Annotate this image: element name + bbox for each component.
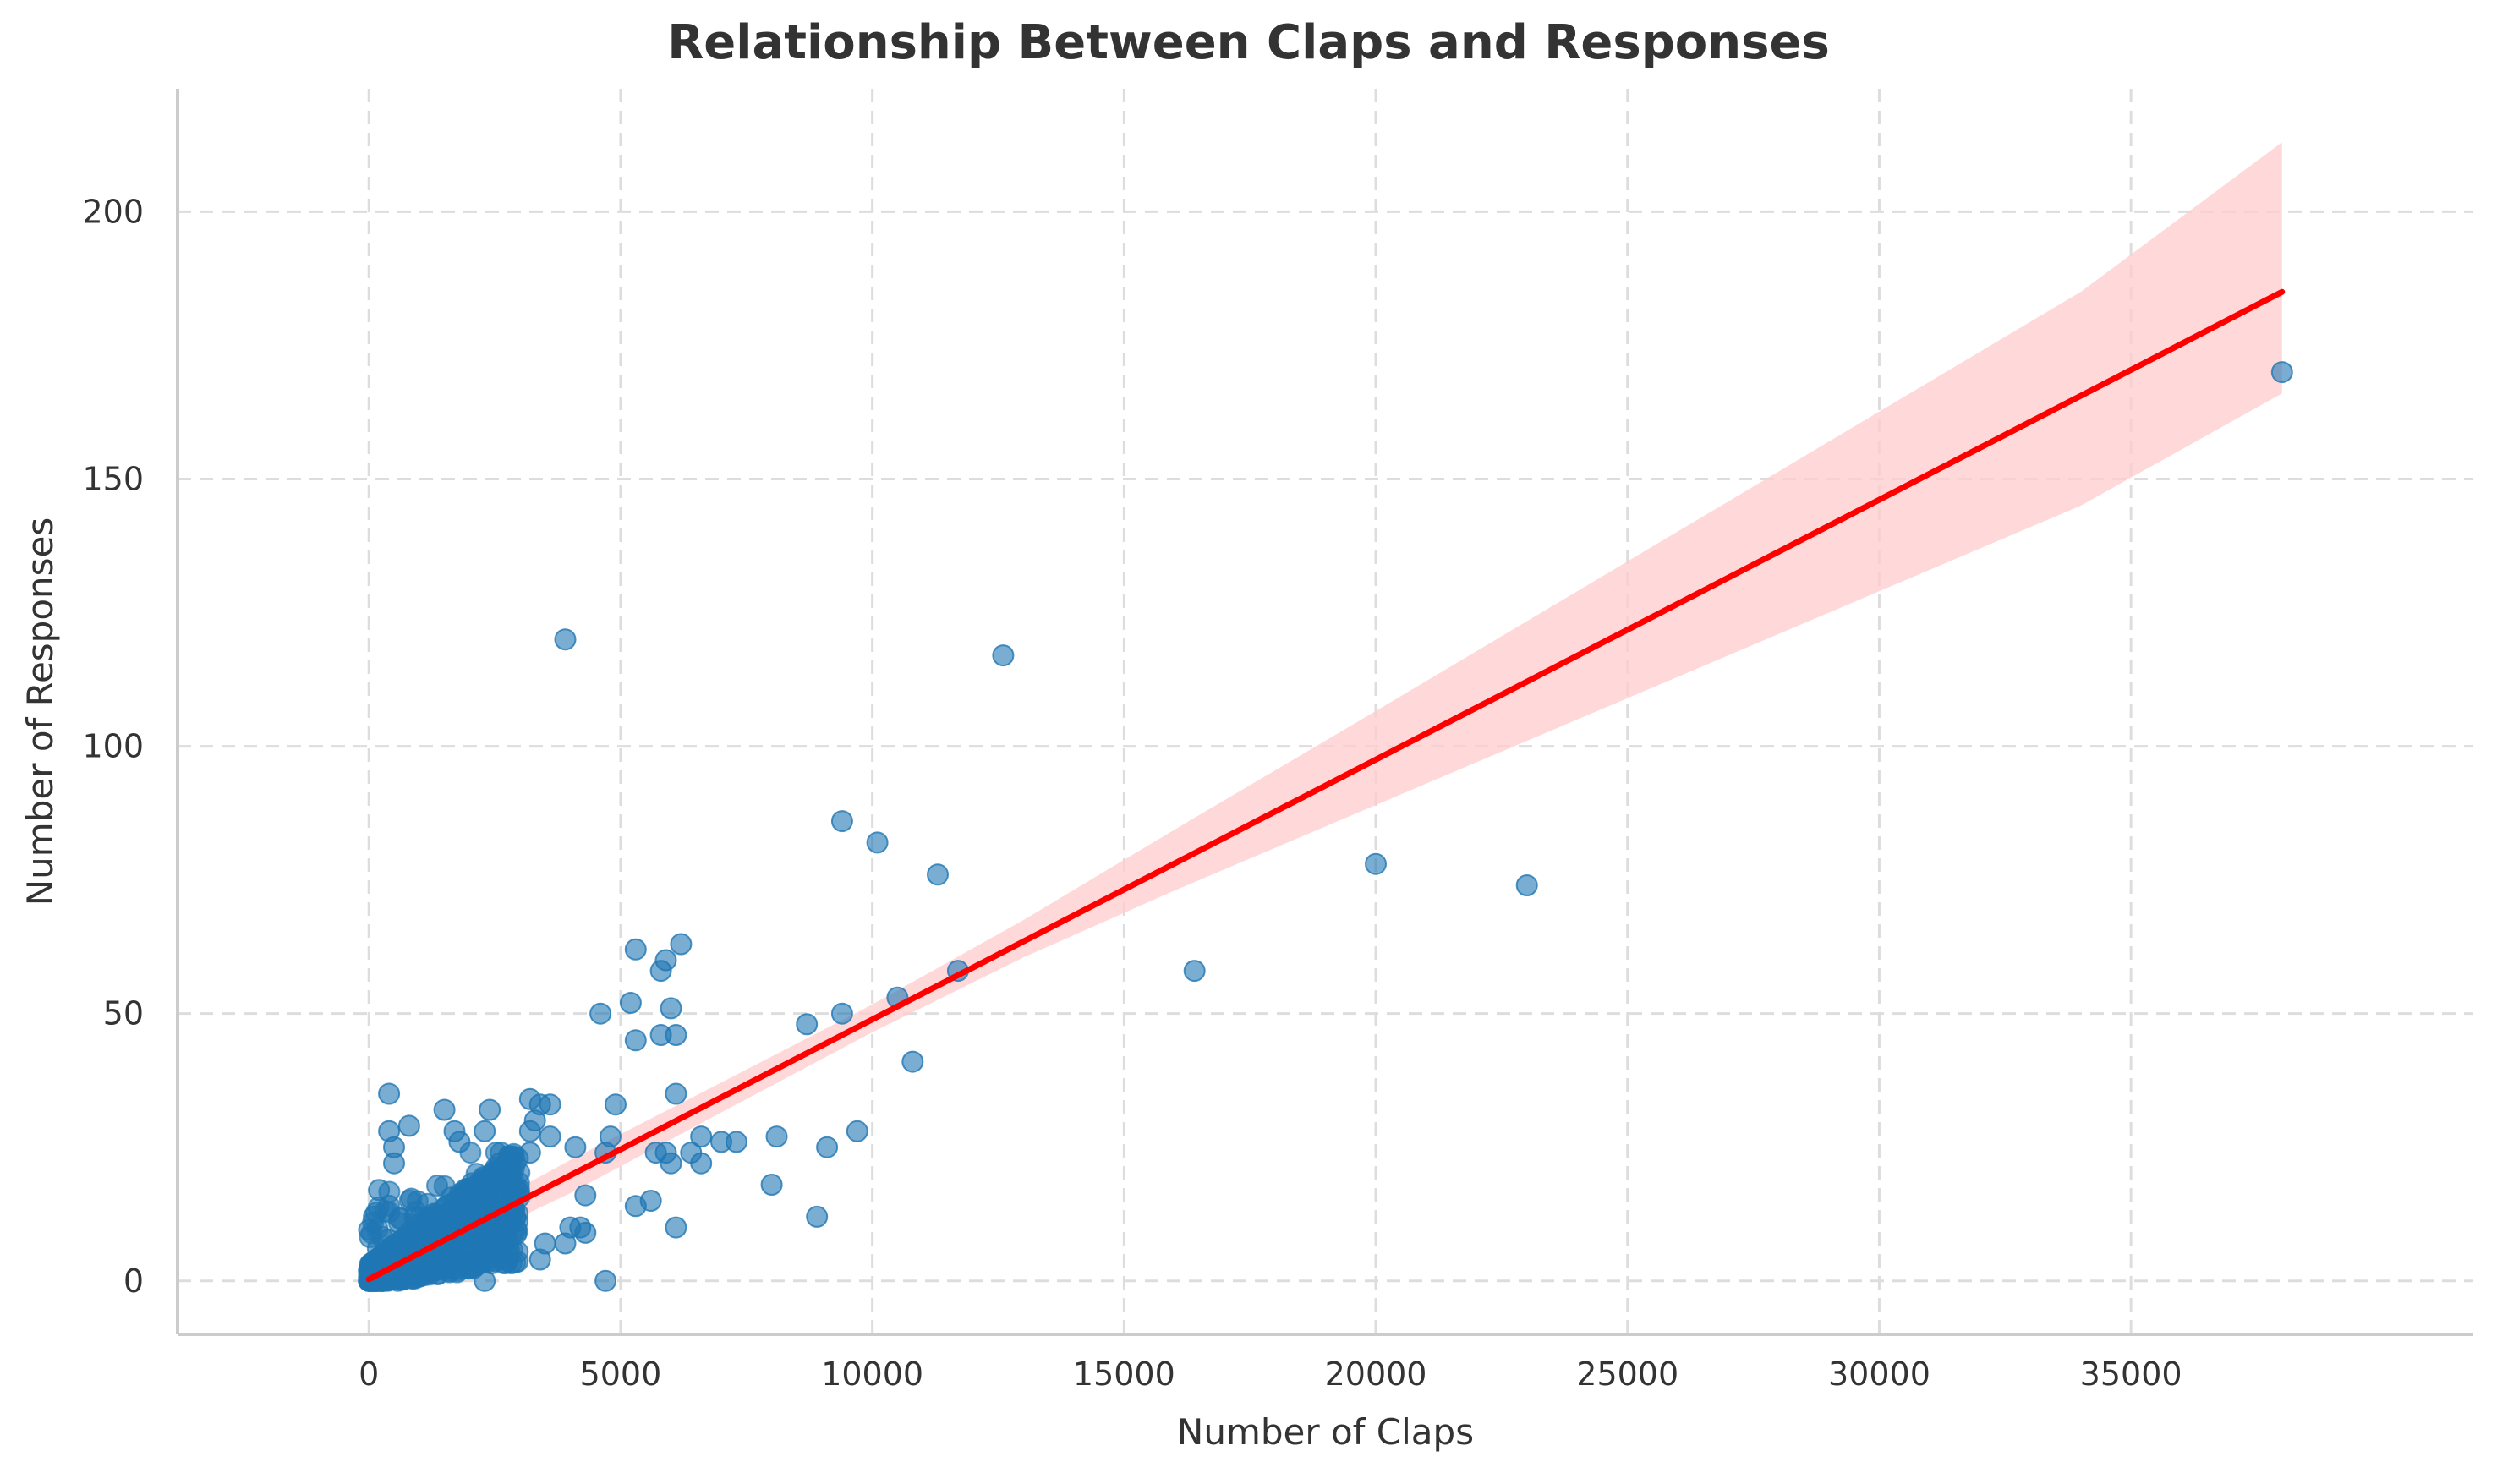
data-point (760, 1174, 783, 1196)
data-point (660, 1152, 682, 1175)
x-tick-label: 15000 (1073, 1355, 1175, 1393)
data-point (368, 1179, 391, 1202)
data-point (383, 1152, 405, 1175)
regression-line-layer (365, 288, 2286, 1283)
data-point (458, 1177, 481, 1200)
data-point (452, 1256, 475, 1279)
data-point (491, 1244, 514, 1267)
chart-title: Relationship Between Claps and Responses (667, 15, 1830, 70)
data-point (574, 1184, 597, 1207)
data-point (594, 1269, 617, 1292)
tick-labels: 0 5000 10000 15000 20000 25000 30000 35000 0 50 10… (82, 193, 2182, 1393)
y-tick-label: 200 (82, 193, 144, 230)
x-tick-label: 30000 (1828, 1355, 1930, 1393)
data-point (490, 1216, 512, 1238)
data-point (539, 1093, 561, 1116)
data-point (1365, 852, 1387, 875)
data-point (489, 1152, 512, 1175)
data-point (665, 1082, 687, 1105)
data-point (927, 863, 949, 886)
data-point (479, 1098, 501, 1121)
data-point (1515, 874, 1538, 896)
data-point (397, 1114, 420, 1137)
data-point (363, 1205, 386, 1228)
data-point (554, 628, 577, 651)
data-point (518, 1142, 541, 1164)
x-tick-label: 10000 (821, 1355, 923, 1393)
data-point (816, 1136, 839, 1158)
data-point (624, 1029, 647, 1052)
data-point (564, 1136, 587, 1158)
data-point (830, 1002, 853, 1025)
data-point (528, 1248, 551, 1271)
data-point (403, 1219, 426, 1242)
x-tick-label: 20000 (1325, 1355, 1427, 1393)
y-tick-label: 50 (103, 995, 144, 1032)
data-point (574, 1221, 597, 1244)
data-point (866, 831, 889, 854)
data-point (1183, 960, 1206, 983)
data-point (539, 1125, 561, 1148)
y-tick-label: 150 (82, 460, 144, 497)
data-point (846, 1120, 868, 1142)
data-point (649, 960, 672, 983)
data-point (373, 1241, 396, 1264)
x-tick-label: 25000 (1576, 1355, 1678, 1393)
data-point (830, 810, 853, 833)
y-axis-label: Number of Responses (19, 517, 61, 906)
points-layer (363, 361, 2293, 1292)
data-point (725, 1131, 747, 1153)
data-point (806, 1205, 829, 1228)
data-point (554, 1232, 577, 1255)
data-point (665, 1216, 687, 1239)
x-tick-label: 35000 (2080, 1355, 2182, 1393)
data-point (474, 1269, 496, 1292)
data-point (406, 1190, 429, 1213)
dense-cluster-layer (358, 1142, 531, 1292)
y-tick-label: 0 (123, 1262, 144, 1300)
x-tick-label: 5000 (580, 1355, 662, 1393)
data-point (901, 1050, 924, 1073)
data-point (442, 1202, 464, 1224)
data-point (619, 992, 642, 1014)
confidence-band-layer (369, 142, 2282, 1290)
data-point (670, 933, 693, 956)
data-point (665, 1024, 687, 1046)
data-point (424, 1207, 446, 1230)
regression-line (365, 288, 2286, 1283)
data-point (589, 1002, 612, 1025)
data-point (765, 1125, 788, 1148)
axes (176, 89, 2473, 1336)
confidence-band (369, 142, 2282, 1290)
data-point (624, 938, 647, 961)
data-point (474, 1120, 496, 1142)
data-point (433, 1175, 456, 1197)
data-point (433, 1098, 456, 1121)
data-point (690, 1125, 713, 1148)
y-tick-label: 100 (82, 728, 144, 765)
x-axis-label: Number of Claps (1177, 1411, 1474, 1453)
data-point (660, 997, 682, 1020)
data-point (992, 644, 1015, 667)
data-point (2270, 361, 2293, 384)
data-point (690, 1152, 713, 1175)
data-point (448, 1131, 471, 1153)
data-point (518, 1120, 541, 1142)
data-point (796, 1013, 819, 1036)
x-tick-label: 0 (359, 1355, 379, 1393)
data-point (427, 1262, 450, 1285)
data-point (624, 1195, 647, 1218)
data-point (378, 1082, 401, 1105)
data-point (605, 1093, 627, 1116)
